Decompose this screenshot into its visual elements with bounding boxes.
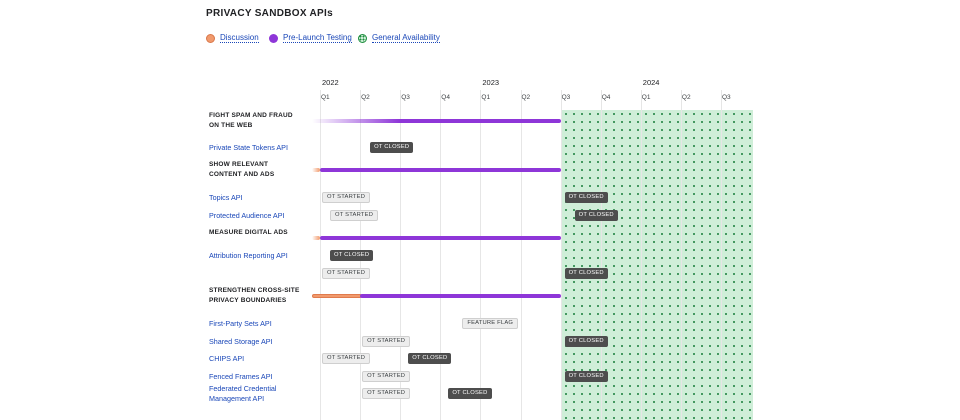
pre-launch-dot-icon (269, 33, 278, 43)
quarter-gridline (480, 90, 482, 420)
discussion-bar (311, 236, 320, 240)
milestone-tag-closed: OT CLOSED (370, 142, 414, 153)
api-name-link[interactable]: Topics API (209, 193, 243, 202)
pre-launch-bar (320, 236, 561, 240)
quarter-label: Q4 (441, 94, 450, 101)
legend-label: Pre-Launch Testing (283, 33, 352, 43)
milestone-tag-started: OT STARTED (362, 371, 411, 382)
year-label: 2024 (642, 78, 660, 87)
discussion-dot-icon (206, 33, 215, 43)
general-availability-dot-icon (358, 33, 367, 43)
milestone-tag-started: OT STARTED (330, 210, 379, 221)
quarter-gridline (680, 90, 682, 420)
group-title: PRIVACY BOUNDARIES (209, 297, 287, 304)
pre-launch-bar (311, 119, 561, 123)
milestone-tag-started: OT STARTED (362, 336, 411, 347)
group-title: SHOW RELEVANT (209, 161, 269, 168)
quarter-label: Q1 (321, 94, 330, 101)
year-label: 2023 (482, 78, 500, 87)
milestone-tag-closed: OT CLOSED (408, 353, 452, 364)
milestone-tag-started: OT STARTED (322, 353, 371, 364)
quarter-label: Q4 (601, 94, 611, 101)
group-title: FIGHT SPAM AND FRAUD (209, 112, 293, 119)
page-title: PRIVACY SANDBOX APIs (206, 8, 333, 19)
api-name-link[interactable]: First-Party Sets API (209, 319, 272, 328)
quarter-gridline (320, 90, 321, 420)
api-name-link[interactable]: Management API (209, 394, 265, 403)
discussion-bar (311, 294, 363, 298)
milestone-tag-closed: OT CLOSED (574, 210, 618, 221)
legend-item-pre-launch-testing[interactable]: Pre-Launch Testing (269, 33, 352, 43)
quarter-label: Q2 (361, 94, 370, 101)
quarter-gridline (721, 90, 722, 420)
milestone-tag-started: OT STARTED (322, 268, 371, 279)
quarter-gridline (520, 90, 522, 420)
group-title: ON THE WEB (209, 122, 253, 129)
quarter-label: Q3 (561, 94, 571, 101)
quarter-label: Q2 (681, 94, 691, 101)
legend-item-general-availability[interactable]: General Availability (358, 33, 440, 43)
group-title: STRENGTHEN CROSS-SITE (209, 287, 300, 294)
pre-launch-bar (320, 168, 561, 172)
legend-label: General Availability (372, 33, 440, 43)
milestone-tag-flag: FEATURE FLAG (462, 318, 519, 329)
milestone-tag-closed: OT CLOSED (564, 371, 608, 382)
quarter-label: Q2 (521, 94, 531, 101)
api-name-link[interactable]: Federated Credential (209, 384, 277, 393)
general-availability-area (560, 110, 753, 420)
milestone-tag-closed: OT CLOSED (564, 336, 608, 347)
milestone-tag-closed: OT CLOSED (564, 268, 608, 279)
discussion-bar (311, 168, 320, 172)
milestone-tag-closed: OT CLOSED (448, 388, 492, 399)
quarter-label: Q3 (722, 94, 731, 101)
api-name-link[interactable]: Shared Storage API (209, 337, 273, 346)
group-title: MEASURE DIGITAL ADS (209, 229, 288, 236)
milestone-tag-started: OT STARTED (362, 388, 411, 399)
legend-item-discussion[interactable]: Discussion (206, 33, 259, 43)
api-name-link[interactable]: Private State Tokens API (209, 143, 288, 152)
quarter-label: Q1 (481, 94, 491, 101)
year-label: 2022 (322, 78, 339, 87)
pre-launch-bar (360, 294, 561, 298)
api-name-link[interactable]: CHIPS API (209, 354, 245, 363)
api-name-link[interactable]: Attribution Reporting API (209, 251, 288, 260)
milestone-tag-started: OT STARTED (322, 192, 371, 203)
milestone-tag-closed: OT CLOSED (330, 250, 374, 261)
quarter-gridline (440, 90, 442, 420)
quarter-gridline (560, 90, 562, 420)
api-name-link[interactable]: Fenced Frames API (209, 372, 273, 381)
group-title: CONTENT AND ADS (209, 171, 275, 178)
quarter-gridline (600, 90, 602, 420)
quarter-label: Q1 (641, 94, 651, 101)
quarter-gridline (400, 90, 402, 420)
api-name-link[interactable]: Protected Audience API (209, 211, 285, 220)
legend-label: Discussion (220, 33, 259, 43)
quarter-gridline (640, 90, 642, 420)
milestone-tag-closed: OT CLOSED (564, 192, 608, 203)
quarter-label: Q3 (401, 94, 410, 101)
